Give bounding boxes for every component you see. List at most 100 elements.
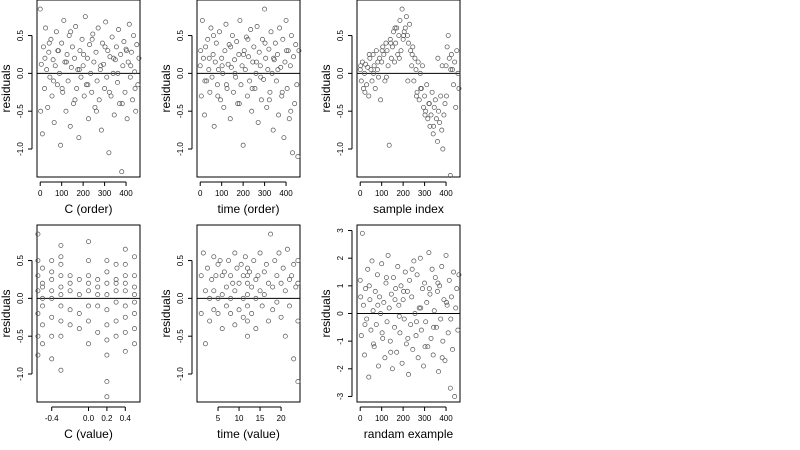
data-point bbox=[207, 318, 213, 324]
data-point bbox=[455, 327, 461, 333]
data-point bbox=[437, 120, 443, 125]
data-point bbox=[403, 14, 409, 20]
data-point bbox=[373, 48, 379, 54]
data-point bbox=[392, 324, 397, 330]
x-tick-label: 0.2 bbox=[101, 414, 113, 423]
data-point bbox=[373, 322, 379, 328]
data-point bbox=[266, 280, 271, 286]
data-point bbox=[420, 286, 425, 292]
data-point bbox=[115, 79, 120, 85]
data-point bbox=[249, 108, 255, 114]
data-point bbox=[255, 273, 261, 279]
data-point bbox=[372, 86, 378, 91]
data-point bbox=[430, 131, 436, 137]
data-point bbox=[230, 280, 236, 286]
data-point bbox=[253, 326, 259, 332]
data-point bbox=[265, 67, 271, 73]
x-tick-label: 200 bbox=[236, 189, 250, 198]
data-point bbox=[242, 254, 248, 260]
data-point bbox=[439, 264, 445, 269]
data-point bbox=[44, 67, 50, 73]
data-point bbox=[426, 101, 432, 107]
x-axis-label: time (order) bbox=[217, 202, 279, 216]
data-point bbox=[76, 277, 82, 282]
data-point bbox=[130, 97, 135, 103]
x-axis-label: time (value) bbox=[217, 427, 280, 441]
data-point bbox=[198, 93, 204, 99]
data-point bbox=[219, 273, 225, 279]
data-point bbox=[287, 303, 292, 309]
data-point bbox=[228, 64, 234, 70]
data-point bbox=[49, 314, 55, 320]
data-point bbox=[104, 258, 110, 263]
data-point bbox=[253, 70, 259, 76]
data-point bbox=[399, 360, 405, 366]
data-point bbox=[396, 313, 402, 319]
data-point bbox=[456, 86, 462, 91]
y-tick-label: -1.0 bbox=[176, 367, 185, 381]
data-point bbox=[247, 78, 253, 84]
data-point bbox=[285, 48, 291, 54]
data-point bbox=[76, 326, 82, 332]
data-point bbox=[448, 316, 454, 322]
data-point bbox=[272, 40, 278, 46]
data-point bbox=[35, 333, 41, 339]
data-point bbox=[215, 311, 221, 316]
data-point bbox=[122, 280, 128, 286]
data-point bbox=[240, 295, 246, 301]
x-axis-label: sample index bbox=[373, 202, 444, 216]
data-point bbox=[269, 70, 275, 76]
data-point bbox=[67, 273, 73, 279]
data-point bbox=[113, 333, 119, 339]
data-point bbox=[292, 101, 298, 107]
data-point bbox=[385, 252, 391, 258]
data-point bbox=[90, 31, 96, 37]
data-point bbox=[202, 341, 208, 347]
data-point bbox=[246, 54, 251, 60]
data-point bbox=[375, 302, 381, 308]
data-point bbox=[275, 52, 280, 57]
data-point bbox=[132, 341, 137, 347]
data-point bbox=[448, 52, 454, 57]
y-axis-label: residuals bbox=[319, 64, 333, 112]
data-point bbox=[278, 280, 284, 286]
data-point bbox=[197, 63, 203, 69]
data-point bbox=[51, 120, 57, 125]
data-point bbox=[358, 63, 364, 69]
data-point bbox=[445, 33, 451, 39]
data-point bbox=[198, 273, 204, 279]
data-point bbox=[120, 63, 126, 69]
data-point bbox=[122, 89, 128, 95]
y-tick-label: -3 bbox=[336, 392, 345, 400]
data-point bbox=[51, 78, 56, 84]
x-tick-label: 300 bbox=[98, 189, 112, 198]
data-point bbox=[67, 123, 73, 129]
data-point bbox=[136, 55, 142, 61]
data-point bbox=[392, 59, 397, 65]
data-point bbox=[40, 322, 45, 328]
data-point bbox=[58, 254, 64, 260]
data-point bbox=[113, 261, 119, 267]
data-point bbox=[37, 6, 43, 12]
data-point bbox=[219, 55, 225, 61]
data-point bbox=[213, 273, 219, 279]
data-point bbox=[276, 112, 281, 118]
plot-frame bbox=[36, 224, 141, 403]
x-tick-label: 300 bbox=[418, 414, 432, 423]
data-point bbox=[446, 277, 452, 283]
data-point bbox=[81, 93, 87, 99]
data-point bbox=[371, 344, 377, 350]
y-tick-label: 3 bbox=[336, 228, 345, 233]
data-point bbox=[400, 297, 406, 303]
data-point bbox=[364, 316, 370, 322]
data-point bbox=[58, 292, 64, 298]
data-point bbox=[422, 344, 428, 350]
data-point bbox=[253, 277, 259, 282]
data-point bbox=[441, 297, 447, 303]
data-point bbox=[413, 333, 419, 339]
data-point bbox=[219, 292, 225, 298]
y-tick-label: 0.5 bbox=[176, 254, 185, 266]
data-point bbox=[451, 269, 457, 275]
data-point bbox=[35, 352, 41, 358]
data-point bbox=[240, 142, 246, 148]
